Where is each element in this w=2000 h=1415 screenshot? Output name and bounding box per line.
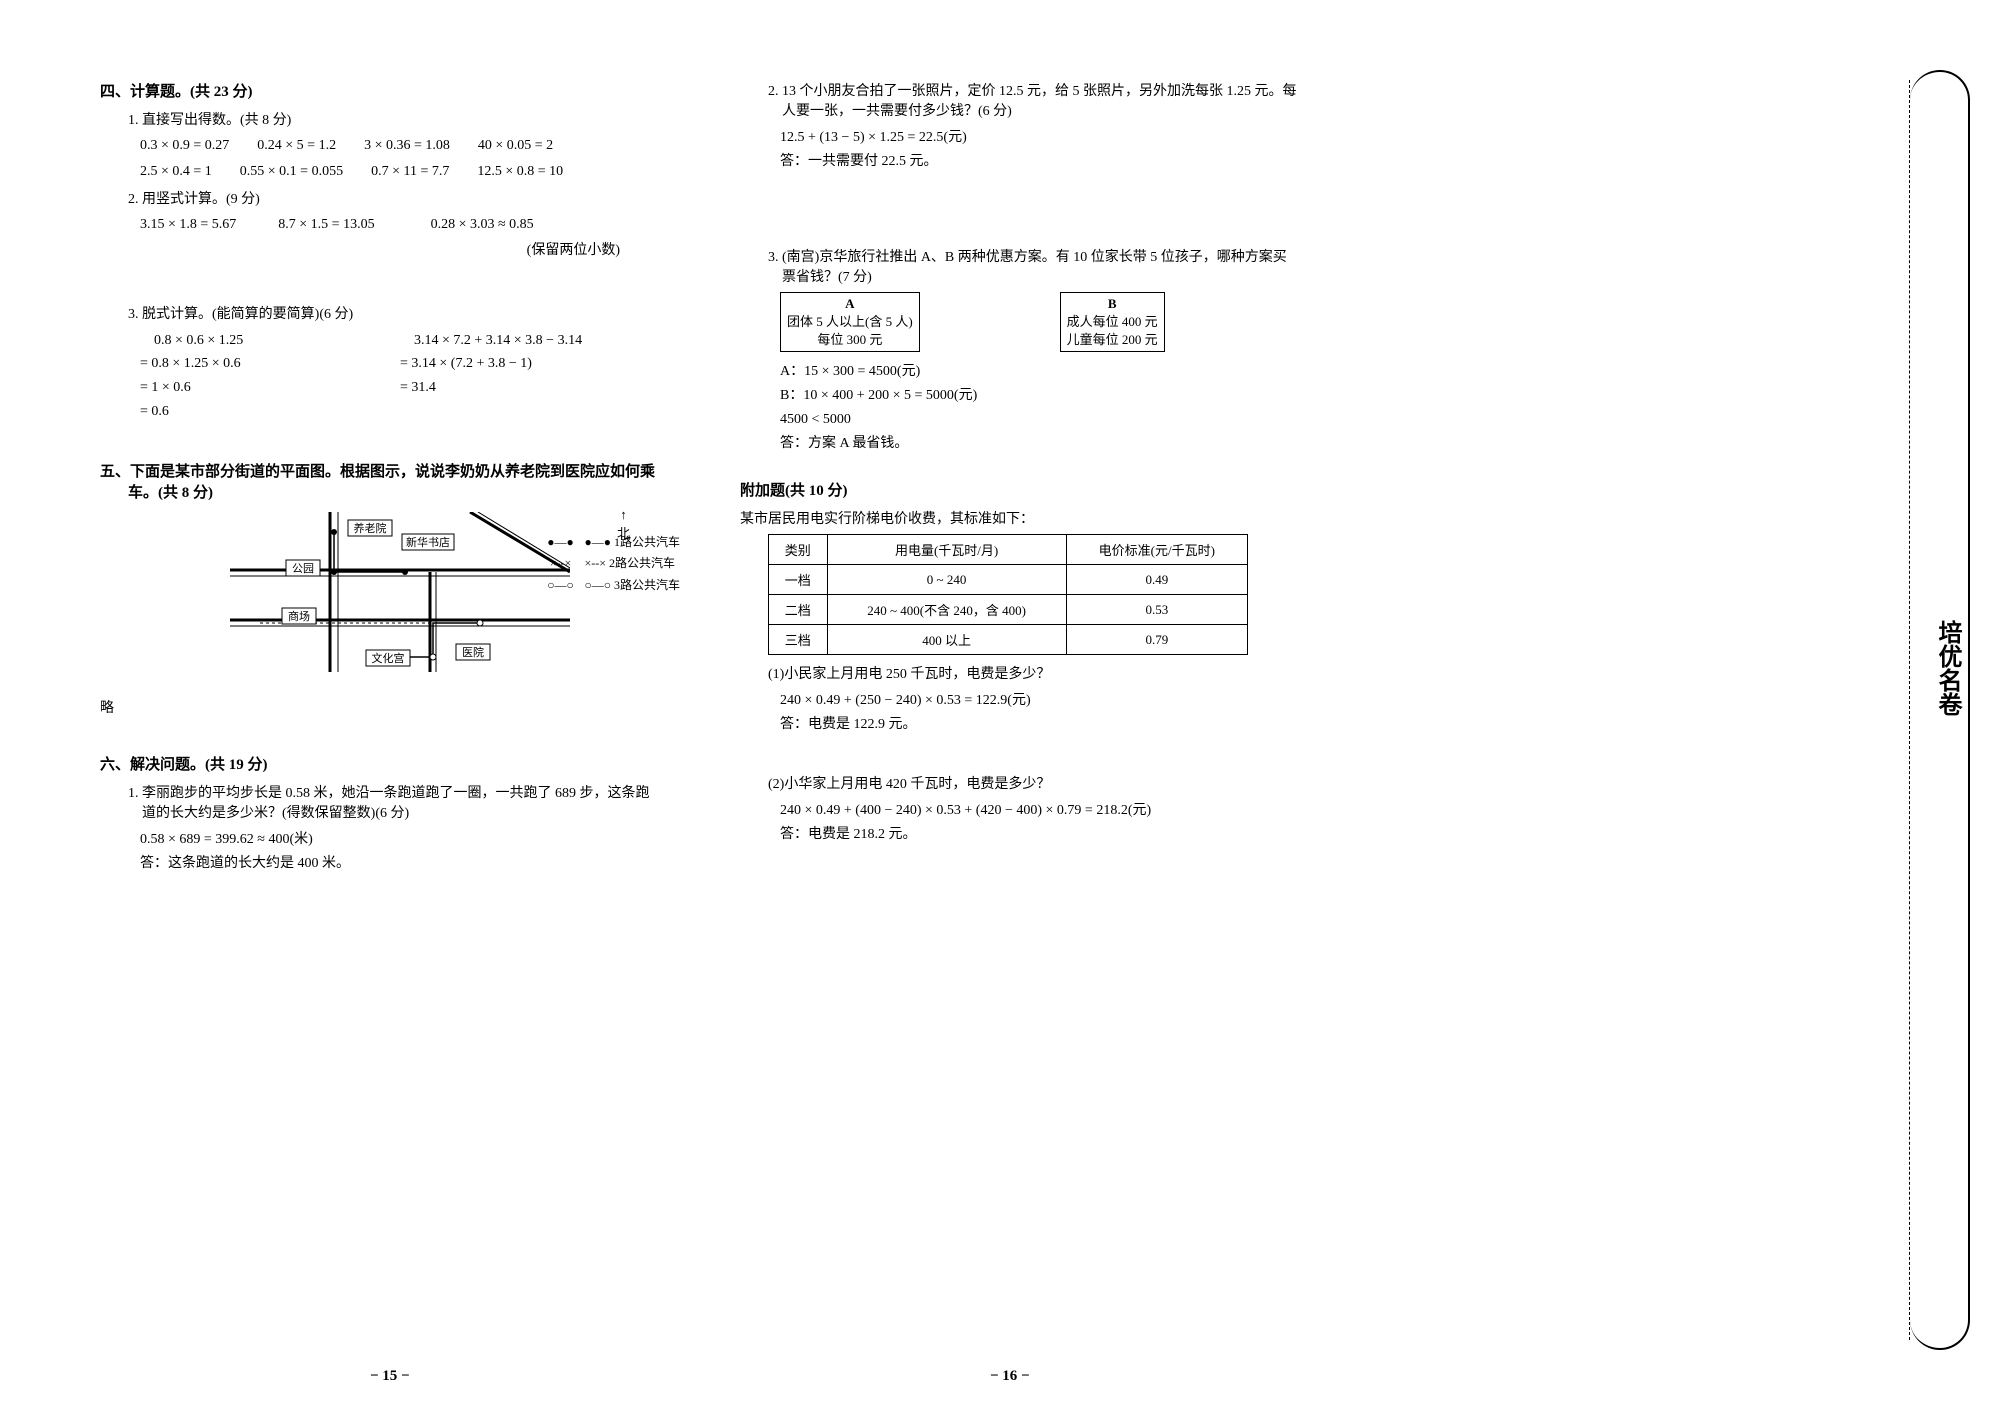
legend-bus2: ×--××--× 2路公共汽车 xyxy=(541,553,681,575)
q6-2-work: 12.5 + (13 − 5) × 1.25 = 22.5(元) xyxy=(780,126,1300,150)
q4-3-colB: 3.14 × 7.2 + 3.14 × 3.8 − 3.14 = 3.14 × … xyxy=(400,329,660,424)
svg-text:商场: 商场 xyxy=(288,609,310,623)
section-5-title: 五、下面是某市部分街道的平面图。根据图示，说说李奶奶从养老院到医院应如何乘车。(… xyxy=(128,460,660,502)
plan-boxes: A 团体 5 人以上(含 5 人) 每位 300 元 B 成人每位 400 元 … xyxy=(780,292,1300,353)
tier-table: 类别 用电量(千瓦时/月) 电价标准(元/千瓦时) 一档 0 ~ 240 0.4… xyxy=(768,534,1248,655)
svg-text:新华书店: 新华书店 xyxy=(406,535,450,549)
q6-3-w1: A：15 × 300 = 4500(元) xyxy=(780,360,1300,384)
bonus-intro: 某市居民用电实行阶梯电价收费，其标准如下： xyxy=(740,508,1300,528)
q4-1-label: 1. 直接写出得数。(共 8 分) xyxy=(128,109,660,129)
plan-a-box: A 团体 5 人以上(含 5 人) 每位 300 元 xyxy=(780,292,920,353)
map-area: 北 养老院 xyxy=(140,512,660,677)
legend-bus1: ●—●●—● 1路公共汽车 xyxy=(541,532,681,554)
q4-1-row2: 2.5 × 0.4 = 1 0.55 × 0.1 = 0.055 0.7 × 1… xyxy=(140,161,660,183)
bonus-p1-q: (1)小民家上月用电 250 千瓦时，电费是多少？ xyxy=(768,663,1300,683)
left-column: 四、计算题。(共 23 分) 1. 直接写出得数。(共 8 分) 0.3 × 0… xyxy=(100,80,660,875)
page-wrap: 四、计算题。(共 23 分) 1. 直接写出得数。(共 8 分) 0.3 × 0… xyxy=(0,0,2000,915)
q4-2-note: (保留两位小数) xyxy=(140,240,660,262)
map-legend: ●—●●—● 1路公共汽车 ×--××--× 2路公共汽车 ○—○○—○ 3路公… xyxy=(541,532,681,597)
side-label: 培优名卷 xyxy=(1930,620,1965,716)
bonus-p2-ans: 答：电费是 218.2 元。 xyxy=(780,823,1300,847)
q4-3-work: 0.8 × 0.6 × 1.25 = 0.8 × 1.25 × 0.6 = 1 … xyxy=(140,329,660,424)
table-row: 二档 240 ~ 400(不含 240，含 400) 0.53 xyxy=(769,595,1248,625)
legend-bus3: ○—○○—○ 3路公共汽车 xyxy=(541,575,681,597)
q6-1-text: 1. 李丽跑步的平均步长是 0.58 米，她沿一条跑道跑了一圈，一共跑了 689… xyxy=(142,782,660,822)
q4-2-label: 2. 用竖式计算。(9 分) xyxy=(128,188,660,208)
cut-line xyxy=(1909,80,1910,1340)
q6-1-ans: 答：这条跑道的长大约是 400 米。 xyxy=(140,852,660,876)
svg-text:文化宫: 文化宫 xyxy=(372,651,405,665)
q4-2-row: 3.15 × 1.8 = 5.67 8.7 × 1.5 = 13.05 0.28… xyxy=(140,214,660,236)
street-map: 养老院 新华书店 公园 商场 文化宫 医院 xyxy=(230,512,570,672)
q4-3-label: 3. 脱式计算。(能简算的要简算)(6 分) xyxy=(128,303,660,323)
bonus-p2-work: 240 × 0.49 + (400 − 240) × 0.53 + (420 −… xyxy=(780,799,1300,823)
plan-b-box: B 成人每位 400 元 儿童每位 200 元 xyxy=(1060,292,1165,353)
q4-3-colA: 0.8 × 0.6 × 1.25 = 0.8 × 1.25 × 0.6 = 1 … xyxy=(140,329,400,424)
q6-2-ans: 答：一共需要付 22.5 元。 xyxy=(780,150,1300,174)
svg-text:医院: 医院 xyxy=(462,645,484,659)
table-header: 电价标准(元/千瓦时) xyxy=(1066,535,1247,565)
page-number-right: − 16 − xyxy=(990,1368,1030,1385)
section-6-title: 六、解决问题。(共 19 分) xyxy=(100,753,660,774)
q6-1-work: 0.58 × 689 = 399.62 ≈ 400(米) xyxy=(140,828,660,852)
q4-1-row1: 0.3 × 0.9 = 0.27 0.24 × 5 = 1.2 3 × 0.36… xyxy=(140,135,660,157)
q6-2-text: 2. 13 个小朋友合拍了一张照片，定价 12.5 元，给 5 张照片，另外加洗… xyxy=(782,80,1300,120)
q6-3-w3: 4500 < 5000 xyxy=(780,408,1300,432)
bonus-p1-work: 240 × 0.49 + (250 − 240) × 0.53 = 122.9(… xyxy=(780,689,1300,713)
s5-answer: 略 xyxy=(100,697,660,717)
page-number-left: − 15 − xyxy=(370,1368,410,1385)
table-header: 用电量(千瓦时/月) xyxy=(827,535,1066,565)
q6-3-w2: B：10 × 400 + 200 × 5 = 5000(元) xyxy=(780,384,1300,408)
table-header: 类别 xyxy=(769,535,828,565)
bonus-p2-q: (2)小华家上月用电 420 千瓦时，电费是多少？ xyxy=(768,773,1300,793)
table-header-row: 类别 用电量(千瓦时/月) 电价标准(元/千瓦时) xyxy=(769,535,1248,565)
q6-3-w4: 答：方案 A 最省钱。 xyxy=(780,432,1300,456)
right-column: 2. 13 个小朋友合拍了一张照片，定价 12.5 元，给 5 张照片，另外加洗… xyxy=(740,80,1300,875)
q6-3-text: 3. (南宫)京华旅行社推出 A、B 两种优惠方案。有 10 位家长带 5 位孩… xyxy=(782,246,1300,286)
bonus-p1-ans: 答：电费是 122.9 元。 xyxy=(780,713,1300,737)
section-4-title: 四、计算题。(共 23 分) xyxy=(100,80,660,101)
table-row: 一档 0 ~ 240 0.49 xyxy=(769,565,1248,595)
table-row: 三档 400 以上 0.79 xyxy=(769,625,1248,655)
bonus-title: 附加题(共 10 分) xyxy=(740,479,1300,500)
svg-text:养老院: 养老院 xyxy=(354,521,387,535)
svg-text:公园: 公园 xyxy=(292,562,314,575)
